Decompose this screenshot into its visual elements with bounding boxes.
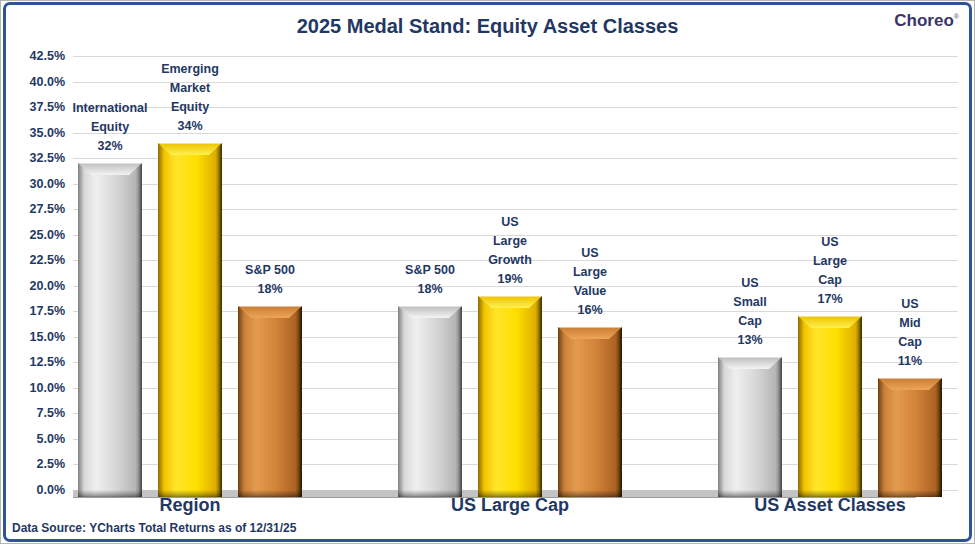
y-axis-tick-label: 20.0%	[5, 279, 65, 293]
bar-us-large-growth: USLargeGrowth19%	[478, 296, 542, 497]
plot-area: 0.0%2.5%5.0%7.5%10.0%12.5%15.0%17.5%20.0…	[73, 56, 958, 490]
bar-s-p-500: S&P 50018%	[398, 306, 462, 497]
registered-mark: ®	[954, 13, 959, 20]
y-axis-tick-label: 7.5%	[5, 406, 65, 420]
y-axis-tick-label: 27.5%	[5, 202, 65, 216]
y-axis-tick-label: 42.5%	[5, 49, 65, 63]
chart-title: 2025 Medal Stand: Equity Asset Classes	[0, 15, 975, 38]
bar-column: USLargeGrowth19%	[478, 296, 542, 497]
bar-column: S&P 50018%	[398, 306, 462, 497]
bar-us-small-cap: USSmallCap13%	[718, 357, 782, 497]
bar-us-large-value: USLargeValue16%	[558, 327, 622, 497]
bar-column: USMidCap11%	[878, 378, 942, 497]
y-axis-tick-label: 15.0%	[5, 330, 65, 344]
bar-group-region: InternationalEquity32%EmergingMarketEqui…	[78, 143, 302, 497]
y-axis-tick-label: 17.5%	[5, 304, 65, 318]
bar-column: USSmallCap13%	[718, 357, 782, 497]
bar-group-us-asset-classes: USSmallCap13%USLargeCap17%USMidCap11%	[718, 316, 942, 497]
y-axis-tick-label: 22.5%	[5, 253, 65, 267]
data-source-note: Data Source: YCharts Total Returns as of…	[12, 521, 296, 535]
bar-column: USLargeValue16%	[558, 327, 622, 497]
bar-column: EmergingMarketEquity34%	[158, 143, 222, 497]
bar-emerging-market-equity: EmergingMarketEquity34%	[158, 143, 222, 497]
x-axis-category-label: US Asset Classes	[680, 495, 975, 516]
bar-us-mid-cap: USMidCap11%	[878, 378, 942, 497]
y-axis-tick-label: 12.5%	[5, 355, 65, 369]
y-axis-tick-label: 2.5%	[5, 457, 65, 471]
bar-label: S&P 50018%	[210, 261, 330, 299]
y-axis-tick-label: 30.0%	[5, 177, 65, 191]
x-axis-category-label: Region	[40, 495, 340, 516]
bar-s-p-500: S&P 50018%	[238, 306, 302, 497]
gridline	[73, 56, 958, 57]
bar-label: USLargeValue16%	[530, 244, 650, 320]
bar-column: S&P 50018%	[238, 306, 302, 497]
bar-international-equity: InternationalEquity32%	[78, 163, 142, 497]
x-axis-category-label: US Large Cap	[360, 495, 660, 516]
bar-label: EmergingMarketEquity34%	[130, 60, 250, 136]
bar-column: InternationalEquity32%	[78, 163, 142, 497]
bar-label: USMidCap11%	[850, 295, 970, 371]
bar-group-us-large-cap: S&P 50018%USLargeGrowth19%USLargeValue16…	[398, 296, 622, 497]
choreo-logo: Choreo®	[894, 11, 959, 31]
y-axis-tick-label: 25.0%	[5, 228, 65, 242]
y-axis-tick-label: 10.0%	[5, 381, 65, 395]
y-axis-tick-label: 5.0%	[5, 432, 65, 446]
y-axis-tick-label: 40.0%	[5, 75, 65, 89]
